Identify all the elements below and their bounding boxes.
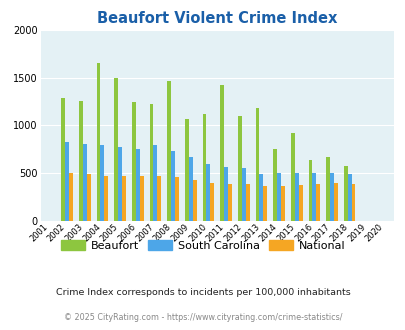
Bar [104,176,108,221]
Bar [224,167,228,221]
Bar [188,157,192,221]
Bar [308,160,311,221]
Bar [83,144,87,221]
Bar [273,149,276,221]
Bar [139,176,143,221]
Text: Crime Index corresponds to incidents per 100,000 inhabitants: Crime Index corresponds to incidents per… [55,287,350,297]
Bar [69,173,73,221]
Bar [184,119,188,221]
Bar [347,174,351,221]
Bar [202,115,206,221]
Bar [79,101,83,221]
Bar [298,185,302,221]
Bar [153,146,157,221]
Bar [241,168,245,221]
Bar [311,173,315,221]
Bar [171,151,175,221]
Bar [294,173,298,221]
Bar [157,176,161,221]
Bar [255,108,259,221]
Bar [167,82,171,221]
Bar [118,147,122,221]
Bar [343,166,347,221]
Text: © 2025 CityRating.com - https://www.cityrating.com/crime-statistics/: © 2025 CityRating.com - https://www.city… [64,313,341,322]
Bar [65,142,69,221]
Bar [325,157,329,221]
Bar [245,184,249,221]
Bar [122,176,126,221]
Bar [175,177,179,221]
Bar [114,78,118,221]
Bar [290,133,294,221]
Bar [315,184,320,221]
Bar [329,173,333,221]
Bar [263,186,266,221]
Bar [135,149,139,221]
Bar [192,181,196,221]
Legend: Beaufort, South Carolina, National: Beaufort, South Carolina, National [56,235,349,255]
Bar [206,164,210,221]
Bar [228,184,231,221]
Bar [87,174,90,221]
Bar [61,98,65,221]
Title: Beaufort Violent Crime Index: Beaufort Violent Crime Index [97,11,337,26]
Bar [237,116,241,221]
Bar [132,102,135,221]
Bar [220,85,224,221]
Bar [96,63,100,221]
Bar [100,146,104,221]
Bar [210,183,214,221]
Bar [351,184,355,221]
Bar [276,173,280,221]
Bar [333,183,337,221]
Bar [259,174,263,221]
Bar [149,104,153,221]
Bar [280,186,284,221]
